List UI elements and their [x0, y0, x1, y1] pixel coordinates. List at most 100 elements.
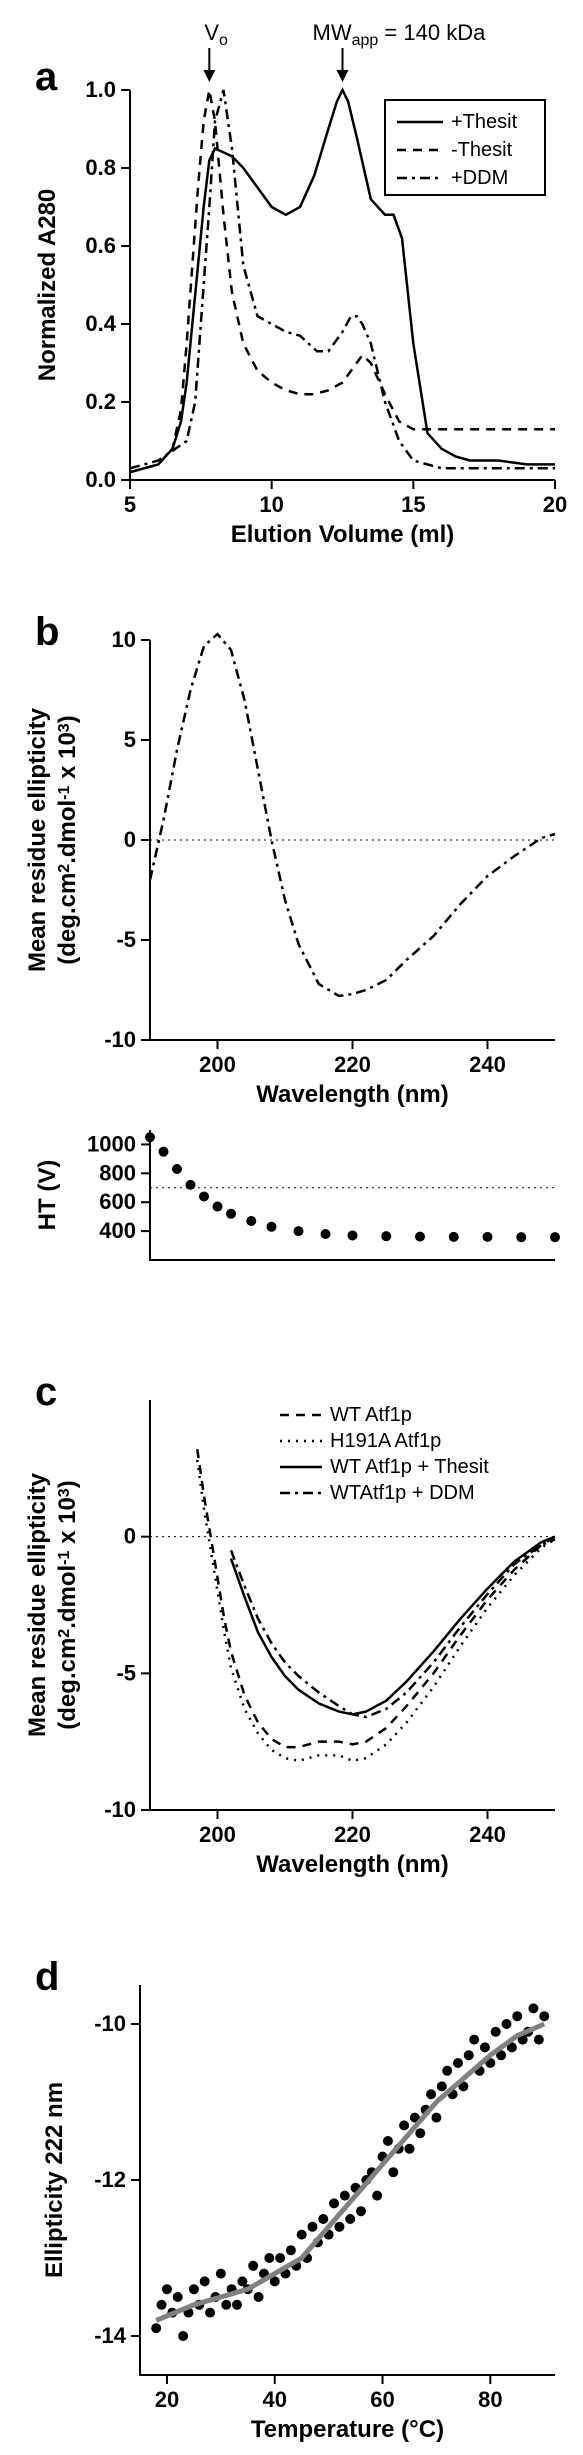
ht-point [321, 1229, 331, 1239]
svg-text:220: 220 [334, 1822, 371, 1847]
ht-point [348, 1230, 358, 1240]
panel-d-label: d [35, 1955, 59, 1999]
scatter-point [340, 2191, 350, 2201]
svg-text:-10: -10 [94, 2011, 126, 2036]
svg-text:+Thesit: +Thesit [451, 111, 518, 133]
scatter-point [388, 2167, 398, 2177]
scatter-point [264, 2253, 274, 2263]
panel-c: c200220240-10-50Wavelength (nm)Mean resi… [24, 1370, 555, 1878]
svg-text:600: 600 [99, 1189, 136, 1214]
svg-text:1.0: 1.0 [85, 77, 116, 102]
svg-text:15: 15 [401, 492, 425, 517]
scatter-point [534, 2035, 544, 2045]
scatter-point [248, 2261, 258, 2271]
ht-point [294, 1226, 304, 1236]
scatter-point [528, 2003, 538, 2013]
svg-text:20: 20 [155, 2387, 179, 2412]
svg-text:WTAtf1p + DDM: WTAtf1p + DDM [330, 1482, 475, 1504]
multi-panel-figure: a51015200.00.20.40.60.81.0Elution Volume… [0, 0, 583, 2455]
svg-text:1000: 1000 [87, 1131, 136, 1156]
svg-text:WT Atf1p: WT Atf1p [330, 1404, 412, 1426]
scatter-point [254, 2292, 264, 2302]
scatter-point [491, 2027, 501, 2037]
scatter-point [232, 2300, 242, 2310]
scatter-point [356, 2206, 366, 2216]
svg-text:-10: -10 [104, 1797, 136, 1822]
ht-point [145, 1132, 155, 1142]
svg-text:10: 10 [259, 492, 283, 517]
svg-text:60: 60 [370, 2387, 394, 2412]
scatter-point [399, 2120, 409, 2130]
ht-point [199, 1191, 209, 1201]
scatter-point [334, 2222, 344, 2232]
panel-a-ylabel: Normalized A280 [34, 189, 61, 382]
ht-point [267, 1222, 277, 1232]
scatter-point [372, 2191, 382, 2201]
svg-text:240: 240 [469, 1822, 506, 1847]
panel-a: a51015200.00.20.40.60.81.0Elution Volume… [34, 20, 567, 548]
ht-point [226, 1209, 236, 1219]
ht-point [550, 1232, 560, 1242]
scatter-point [501, 2019, 511, 2029]
ht-point [415, 1232, 425, 1242]
svg-text:0: 0 [124, 1524, 136, 1549]
scatter-point [318, 2214, 328, 2224]
scatter-point [464, 2050, 474, 2060]
svg-text:-14: -14 [94, 2323, 127, 2348]
ht-point [516, 1232, 526, 1242]
scatter-point [286, 2245, 296, 2255]
scatter-point [178, 2331, 188, 2341]
svg-text:20: 20 [543, 492, 567, 517]
scatter-point [480, 2042, 490, 2052]
scatter-point [404, 2144, 414, 2154]
panel-c-label: c [35, 1370, 57, 1414]
panel-d-ylabel: Ellipticity 222 nm [41, 2082, 68, 2278]
scatter-point [205, 2308, 215, 2318]
ht-point [449, 1232, 459, 1242]
ht-point [213, 1202, 223, 1212]
mw-annotation: MWapp = 140 kDa [313, 20, 487, 49]
scatter-point [437, 2081, 447, 2091]
scatter-point [173, 2292, 183, 2302]
scatter-point [151, 2323, 161, 2333]
ht-point [381, 1231, 391, 1241]
scatter-point [539, 2011, 549, 2021]
svg-text:-12: -12 [94, 2167, 126, 2192]
scatter-point [469, 2035, 479, 2045]
vo-annotation: Vo [204, 20, 228, 49]
svg-text:Mean residue ellipticity: Mean residue ellipticity [24, 707, 51, 972]
svg-text:240: 240 [469, 1052, 506, 1077]
cd-series [231, 1539, 555, 1717]
panel-b-label: b [35, 610, 59, 654]
svg-text:0.4: 0.4 [85, 311, 116, 336]
svg-text:0.6: 0.6 [85, 233, 116, 258]
scatter-point [383, 2136, 393, 2146]
scatter-point [426, 2089, 436, 2099]
svg-text:800: 800 [99, 1160, 136, 1185]
cd-series [231, 1537, 555, 1715]
svg-text:10: 10 [112, 627, 136, 652]
svg-text:400: 400 [99, 1218, 136, 1243]
figure-svg: a51015200.00.20.40.60.81.0Elution Volume… [0, 0, 583, 2455]
svg-text:220: 220 [334, 1052, 371, 1077]
svg-text:WT Atf1p + Thesit: WT Atf1p + Thesit [330, 1456, 489, 1478]
svg-text:200: 200 [199, 1052, 236, 1077]
scatter-point [162, 2284, 172, 2294]
panel-d-xlabel: Temperature (°C) [251, 2416, 444, 2443]
scatter-point [453, 2058, 463, 2068]
scatter-point [297, 2230, 307, 2240]
svg-text:5: 5 [124, 492, 136, 517]
svg-text:5: 5 [124, 727, 136, 752]
panel-b: b200220240-10-50510Wavelength (nm)Mean r… [24, 610, 560, 1260]
scatter-point [329, 2198, 339, 2208]
ht-ylabel: HT (V) [34, 1160, 61, 1231]
fit-curve [156, 2024, 544, 2320]
svg-text:0.2: 0.2 [85, 389, 116, 414]
scatter-point [157, 2300, 167, 2310]
scatter-point [512, 2011, 522, 2021]
scatter-point [200, 2276, 210, 2286]
svg-text:0: 0 [124, 827, 136, 852]
scatter-point [216, 2269, 226, 2279]
ht-point [159, 1147, 169, 1157]
svg-text:200: 200 [199, 1822, 236, 1847]
